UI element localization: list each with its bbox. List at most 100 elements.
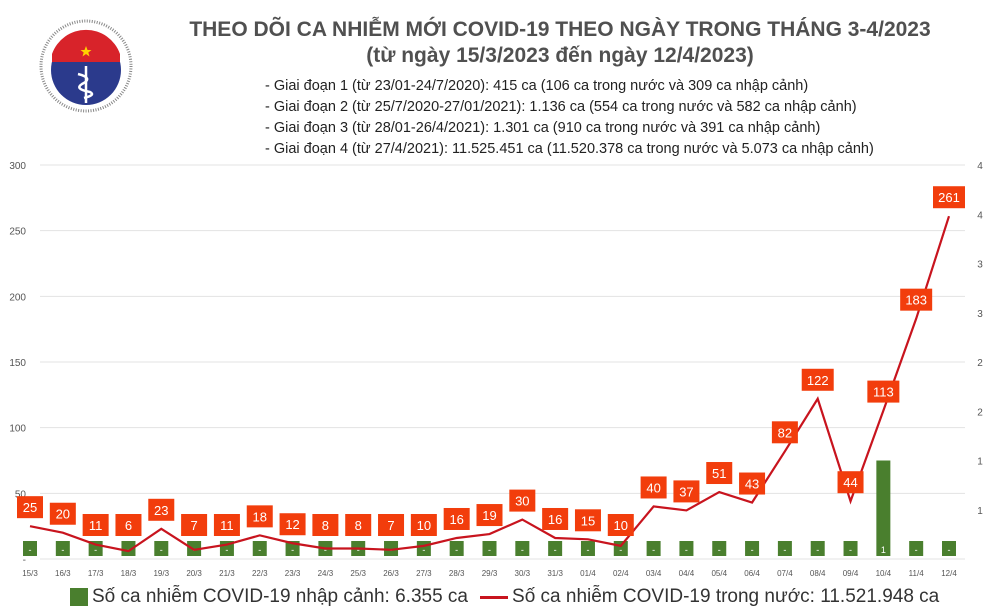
- data-label: 11: [89, 518, 103, 533]
- data-label: 183: [905, 293, 927, 308]
- data-label: 44: [843, 475, 857, 490]
- x-tick-label: 08/4: [810, 569, 826, 578]
- x-tick-label: 11/4: [909, 569, 925, 578]
- data-label-box: [181, 514, 208, 536]
- data-label-box: [673, 480, 700, 503]
- bar-label: -: [948, 545, 951, 555]
- y-left-tick: 300: [9, 161, 26, 172]
- bar: [55, 541, 70, 556]
- data-label: 7: [387, 518, 394, 533]
- x-tick-label: 10/4: [876, 569, 892, 578]
- bar: [646, 541, 661, 556]
- data-label: 122: [807, 373, 829, 388]
- y-right-tick: 2: [977, 358, 983, 369]
- x-tick-label: 22/3: [252, 569, 268, 578]
- bar-label: 1: [881, 545, 886, 555]
- x-tick-label: 12/4: [941, 569, 957, 578]
- x-tick-label: 19/3: [153, 569, 169, 578]
- period-notes: - Giai đoạn 1 (từ 23/01-24/7/2020): 415 …: [265, 76, 874, 160]
- data-label-box: [900, 288, 933, 311]
- bar-label: -: [619, 545, 622, 555]
- data-label: 25: [23, 500, 37, 515]
- x-tick-label: 28/3: [449, 569, 465, 578]
- bar: [548, 541, 563, 556]
- data-label-box: [246, 505, 273, 528]
- data-label: 23: [154, 503, 168, 518]
- legend: Số ca nhiễm COVID-19 nhập cảnh: 6.355 ca…: [70, 586, 939, 608]
- data-label: 10: [417, 518, 431, 533]
- bar-label: -: [915, 545, 918, 555]
- x-tick-label: 17/3: [88, 569, 104, 578]
- bar: [843, 541, 858, 556]
- bar-label: -: [324, 545, 327, 555]
- bar: [745, 541, 760, 556]
- data-label: 16: [548, 512, 562, 527]
- bar-label: -: [586, 545, 589, 555]
- x-tick-label: 16/3: [55, 569, 71, 578]
- bar-label: -: [291, 545, 294, 555]
- bar: [482, 541, 497, 556]
- ministry-of-health-logo: [38, 18, 134, 119]
- y-left-tick: 250: [9, 227, 26, 238]
- data-label: 82: [778, 425, 792, 440]
- x-tick-label: 24/3: [318, 569, 334, 578]
- data-label: 15: [581, 513, 595, 528]
- data-label-box: [509, 489, 536, 512]
- bar: [154, 541, 169, 556]
- data-label-box: [443, 507, 470, 530]
- bar-label: -: [652, 545, 655, 555]
- bar: [23, 541, 37, 556]
- data-label-box: [213, 514, 240, 536]
- data-label-box: [640, 476, 667, 499]
- x-tick-label: 27/3: [416, 569, 432, 578]
- bar-label: -: [718, 545, 721, 555]
- x-tick-label: 06/4: [744, 569, 760, 578]
- bar: [449, 541, 464, 556]
- data-label: 43: [745, 477, 759, 492]
- data-label-box: [82, 514, 109, 536]
- bar-label: -: [94, 545, 97, 555]
- bar-label: -: [849, 545, 852, 555]
- y-right-tick: 1: [977, 506, 983, 517]
- chart-title: THEO DÕI CA NHIỄM MỚI COVID-19 THEO NGÀY…: [189, 18, 931, 41]
- data-label-box: [312, 514, 339, 536]
- y-left-tick: 150: [9, 358, 26, 369]
- bar-label: -: [521, 545, 524, 555]
- x-tick-label: 18/3: [121, 569, 137, 578]
- data-label: 18: [253, 509, 267, 524]
- y-right-tick: 3: [977, 309, 983, 320]
- bar-label: -: [160, 545, 163, 555]
- legend-imported: Số ca nhiễm COVID-19 nhập cảnh: 6.355 ca: [92, 586, 469, 607]
- data-label-box: [410, 514, 437, 536]
- data-label-box: [801, 368, 834, 391]
- data-label-box: [345, 514, 372, 536]
- bar: [121, 541, 136, 556]
- bar-label: -: [61, 545, 64, 555]
- data-label: 19: [482, 508, 496, 523]
- x-tick-label: 25/3: [350, 569, 366, 578]
- x-tick-label: 09/4: [843, 569, 859, 578]
- x-tick-label: 02/4: [613, 569, 629, 578]
- bar: [876, 460, 891, 556]
- data-label: 30: [515, 494, 529, 509]
- y-left-tick: -: [23, 555, 26, 566]
- data-label-box: [706, 462, 733, 485]
- x-tick-label: 21/3: [219, 569, 235, 578]
- data-label: 6: [125, 518, 132, 533]
- data-label-box: [739, 472, 766, 495]
- bar-label: -: [455, 545, 458, 555]
- data-label: 10: [614, 518, 628, 533]
- x-tick-label: 04/4: [679, 569, 695, 578]
- bar-label: -: [685, 545, 688, 555]
- bar: [580, 541, 595, 556]
- data-label-box: [837, 471, 864, 494]
- data-label: 8: [322, 518, 329, 533]
- data-label-box: [17, 496, 43, 519]
- y-right-tick: 1: [977, 457, 983, 468]
- chart-subtitle: (từ ngày 15/3/2023 đến ngày 12/4/2023): [366, 44, 754, 67]
- bar-label: -: [29, 545, 32, 555]
- data-label: 113: [873, 385, 894, 400]
- y-right-tick: 2: [977, 407, 983, 418]
- bar: [810, 541, 825, 556]
